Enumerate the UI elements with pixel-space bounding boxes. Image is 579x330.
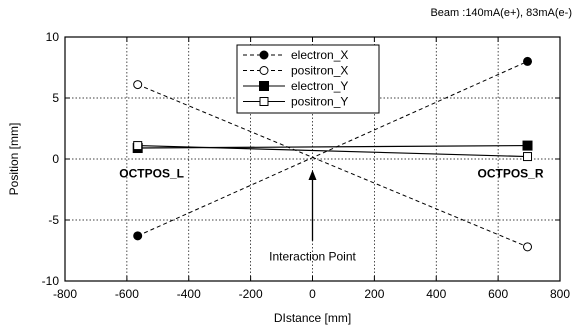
- data-point: [133, 80, 143, 90]
- series-line-electron_X: [137, 60, 528, 237]
- x-tick-label: -400: [177, 287, 201, 301]
- annotation-label: OCTPOS_R: [477, 167, 543, 181]
- y-axis-title: Position [mm]: [7, 123, 21, 196]
- x-tick-label: -800: [53, 287, 77, 301]
- legend-marker: [259, 66, 269, 75]
- x-tick-label: 600: [488, 287, 508, 301]
- series-positron_Y: [133, 141, 533, 162]
- series-line-positron_Y: [137, 144, 528, 158]
- series-positron_X: [133, 80, 533, 252]
- x-tick-label: 400: [426, 287, 446, 301]
- beam-note: Beam :140mA(e+), 83mA(e-): [430, 7, 572, 19]
- data-point: [523, 242, 533, 252]
- legend-marker: [259, 81, 269, 91]
- series-electron_X: [133, 56, 533, 241]
- legend-entry: electron_Y: [243, 79, 348, 93]
- series-layer: [132, 56, 533, 252]
- annotation-label: OCTPOS_L: [119, 167, 184, 181]
- legend-label: electron_Y: [291, 79, 348, 93]
- x-tick-label: -600: [115, 287, 139, 301]
- y-tick-label: -10: [42, 274, 60, 288]
- legend-label: positron_X: [291, 64, 348, 78]
- x-tick-label: 200: [364, 287, 384, 301]
- annotations: OCTPOS_L OCTPOS_R Interaction Point: [119, 167, 544, 264]
- legend-entry: positron_Y: [243, 95, 348, 109]
- data-point: [522, 140, 533, 151]
- arrow-head: [308, 169, 317, 180]
- y-tick-label: 5: [52, 91, 59, 105]
- legend-entry: positron_X: [243, 64, 348, 78]
- y-tick-label: 10: [46, 30, 60, 44]
- y-tick-label: -5: [48, 213, 59, 227]
- x-tick-label: -200: [239, 287, 263, 301]
- data-point: [523, 56, 533, 66]
- legend-entry: electron_X: [243, 48, 348, 62]
- legend-marker: [259, 97, 269, 106]
- x-tick-label: 0: [309, 287, 316, 301]
- x-axis-title: DIstance [mm]: [274, 311, 351, 325]
- series-line-positron_X: [137, 84, 528, 248]
- data-point: [133, 231, 143, 241]
- legend-marker: [259, 50, 269, 60]
- legend-label: electron_X: [291, 48, 348, 62]
- legend-label: positron_Y: [291, 95, 348, 109]
- data-point: [523, 152, 533, 162]
- axis-ticks: -800 -600 -400 -200 0 200 400 600 800 -10 -5 0 5 10: [42, 30, 571, 301]
- data-point: [133, 141, 143, 151]
- annotation-label: Interaction Point: [269, 250, 356, 264]
- y-tick-label: 0: [52, 152, 59, 166]
- x-tick-label: 800: [550, 287, 570, 301]
